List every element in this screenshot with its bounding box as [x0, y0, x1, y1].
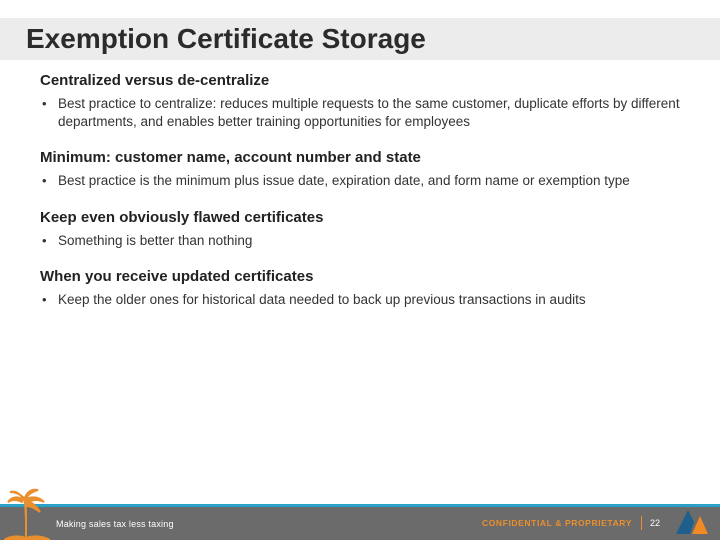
- slide-title: Exemption Certificate Storage: [26, 23, 426, 55]
- section-heading: Minimum: customer name, account number a…: [40, 149, 682, 166]
- section-2: Keep even obviously flawed certificates …: [40, 209, 682, 250]
- bullet-item: • Best practice is the minimum plus issu…: [40, 172, 682, 190]
- bullet-text: Best practice to centralize: reduces mul…: [58, 95, 682, 131]
- confidential-label: CONFIDENTIAL & PROPRIETARY: [482, 518, 632, 528]
- content-area: Centralized versus de-centralize • Best …: [40, 72, 682, 327]
- section-heading: When you receive updated certificates: [40, 268, 682, 285]
- title-band: Exemption Certificate Storage: [0, 18, 720, 60]
- bullet-dot-icon: •: [40, 232, 58, 250]
- bullet-item: • Best practice to centralize: reduces m…: [40, 95, 682, 131]
- footer-tagline: Making sales tax less taxing: [56, 519, 174, 529]
- section-heading: Centralized versus de-centralize: [40, 72, 682, 89]
- section-heading: Keep even obviously flawed certificates: [40, 209, 682, 226]
- divider-icon: [641, 516, 642, 530]
- palm-tree-icon: [4, 484, 50, 540]
- brand-logo-icon: [672, 506, 710, 536]
- bullet-text: Best practice is the minimum plus issue …: [58, 172, 682, 190]
- bullet-dot-icon: •: [40, 172, 58, 190]
- bullet-text: Keep the older ones for historical data …: [58, 291, 682, 309]
- section-1: Minimum: customer name, account number a…: [40, 149, 682, 190]
- bullet-item: • Keep the older ones for historical dat…: [40, 291, 682, 309]
- slide: Exemption Certificate Storage Centralize…: [0, 0, 720, 540]
- section-3: When you receive updated certificates • …: [40, 268, 682, 309]
- bullet-dot-icon: •: [40, 291, 58, 309]
- page-number: 22: [650, 518, 660, 528]
- bullet-text: Something is better than nothing: [58, 232, 682, 250]
- bullet-item: • Something is better than nothing: [40, 232, 682, 250]
- bullet-dot-icon: •: [40, 95, 58, 113]
- footer-inner: Making sales tax less taxing CONFIDENTIA…: [0, 507, 720, 540]
- footer: Making sales tax less taxing CONFIDENTIA…: [0, 504, 720, 540]
- section-0: Centralized versus de-centralize • Best …: [40, 72, 682, 131]
